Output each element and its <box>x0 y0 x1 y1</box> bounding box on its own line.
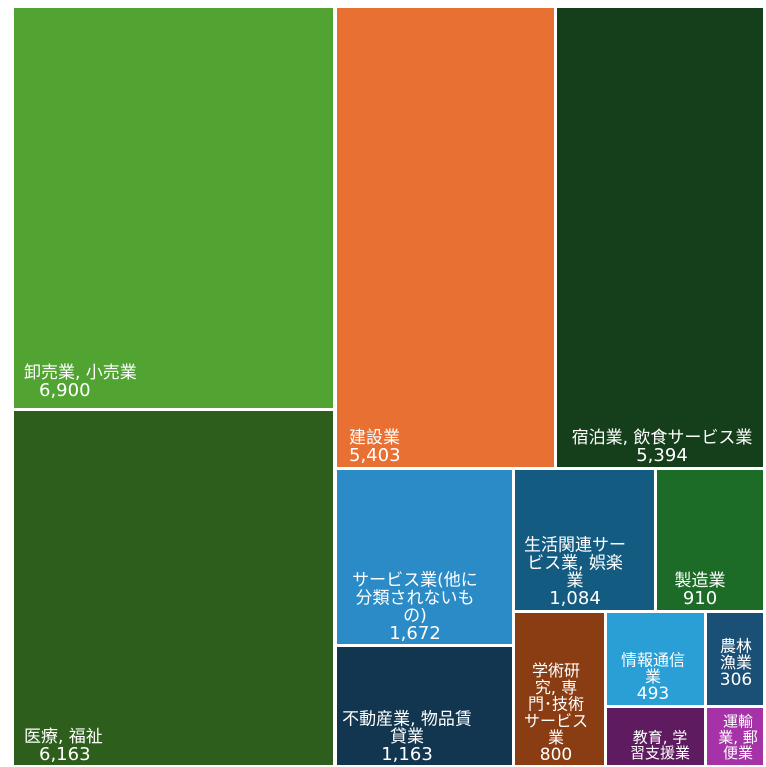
treemap-tile-value: 6,163 <box>39 744 91 765</box>
treemap-tile-label: 宿泊業, 飲食サービス業 <box>572 428 753 448</box>
treemap-tile-label: 不動産業, 物品賃 <box>342 709 472 729</box>
treemap-tile-rect <box>707 613 763 705</box>
treemap-tile-label: 貸業 <box>390 727 424 747</box>
treemap-tile-label: ビス業, 娯楽 <box>527 553 623 573</box>
treemap-tile-label: 業, 郵 <box>718 728 758 746</box>
treemap-tile-value: 6,900 <box>39 380 91 401</box>
treemap-tile-label: 情報通信 <box>621 650 685 669</box>
treemap-tile-rect <box>657 470 763 610</box>
treemap-tile-rect <box>607 708 704 765</box>
treemap-tile-label: 習支援業 <box>630 744 690 762</box>
treemap-tile-value: 306 <box>720 670 752 690</box>
treemap-tile-label: の) <box>403 606 427 626</box>
treemap-tile-rect <box>557 8 763 467</box>
treemap-tile-rect <box>707 708 763 765</box>
treemap-tile-value: 1,672 <box>389 623 441 644</box>
treemap-tile[interactable]: 運輸業, 郵便業 <box>707 708 763 765</box>
treemap-tile-value: 493 <box>637 684 669 704</box>
treemap-tile-label: 生活関連サー <box>524 535 626 555</box>
treemap-tile-rect <box>337 8 554 467</box>
treemap-tile[interactable]: 医療, 福祉6,163 <box>14 411 333 765</box>
treemap-tile-label: 究, 専 <box>535 678 577 697</box>
treemap-tile-value: 5,403 <box>349 445 401 466</box>
treemap-tile-label: 運輸 <box>723 713 753 731</box>
treemap-tile-rect <box>14 411 333 765</box>
treemap-tile-value: 910 <box>683 588 717 609</box>
treemap-tile-label: 教育, 学 <box>633 728 688 746</box>
treemap-tile-rect <box>337 470 512 644</box>
treemap-tile-label: 業 <box>645 667 661 686</box>
treemap-tile-value: 1,163 <box>381 744 433 765</box>
treemap-tile-label: サービス <box>524 711 588 730</box>
treemap-tile-label: サービス業(他に <box>352 570 478 590</box>
treemap-tile-label: 製造業 <box>675 571 726 591</box>
treemap-tile-label: 門･技術 <box>528 695 584 714</box>
treemap-tile-rect <box>337 647 512 765</box>
treemap-tile-rect <box>607 613 704 705</box>
treemap-tile-rect <box>515 613 604 765</box>
treemap-tile-label: 漁業 <box>720 653 752 672</box>
treemap-tile-label: 便業 <box>723 744 753 762</box>
treemap-tile-label: 農林 <box>720 636 752 655</box>
treemap-tile-value: 5,394 <box>636 445 688 466</box>
treemap-tile-label: 業 <box>567 571 584 591</box>
treemap-tile-value: 800 <box>540 745 572 765</box>
treemap-tile-value: 1,084 <box>549 588 601 609</box>
treemap-tile-label: 業 <box>548 728 564 747</box>
treemap-tile-rect <box>14 8 333 408</box>
treemap-tile-label: 建設業 <box>349 428 400 448</box>
treemap-tile-label: 分類されないも <box>356 588 475 608</box>
treemap-tile-label: 卸売業, 小売業 <box>24 363 137 383</box>
treemap-tile-label: 医療, 福祉 <box>24 727 103 747</box>
treemap-tile-label: 学術研 <box>532 661 580 680</box>
treemap-tile-rect <box>515 470 654 610</box>
